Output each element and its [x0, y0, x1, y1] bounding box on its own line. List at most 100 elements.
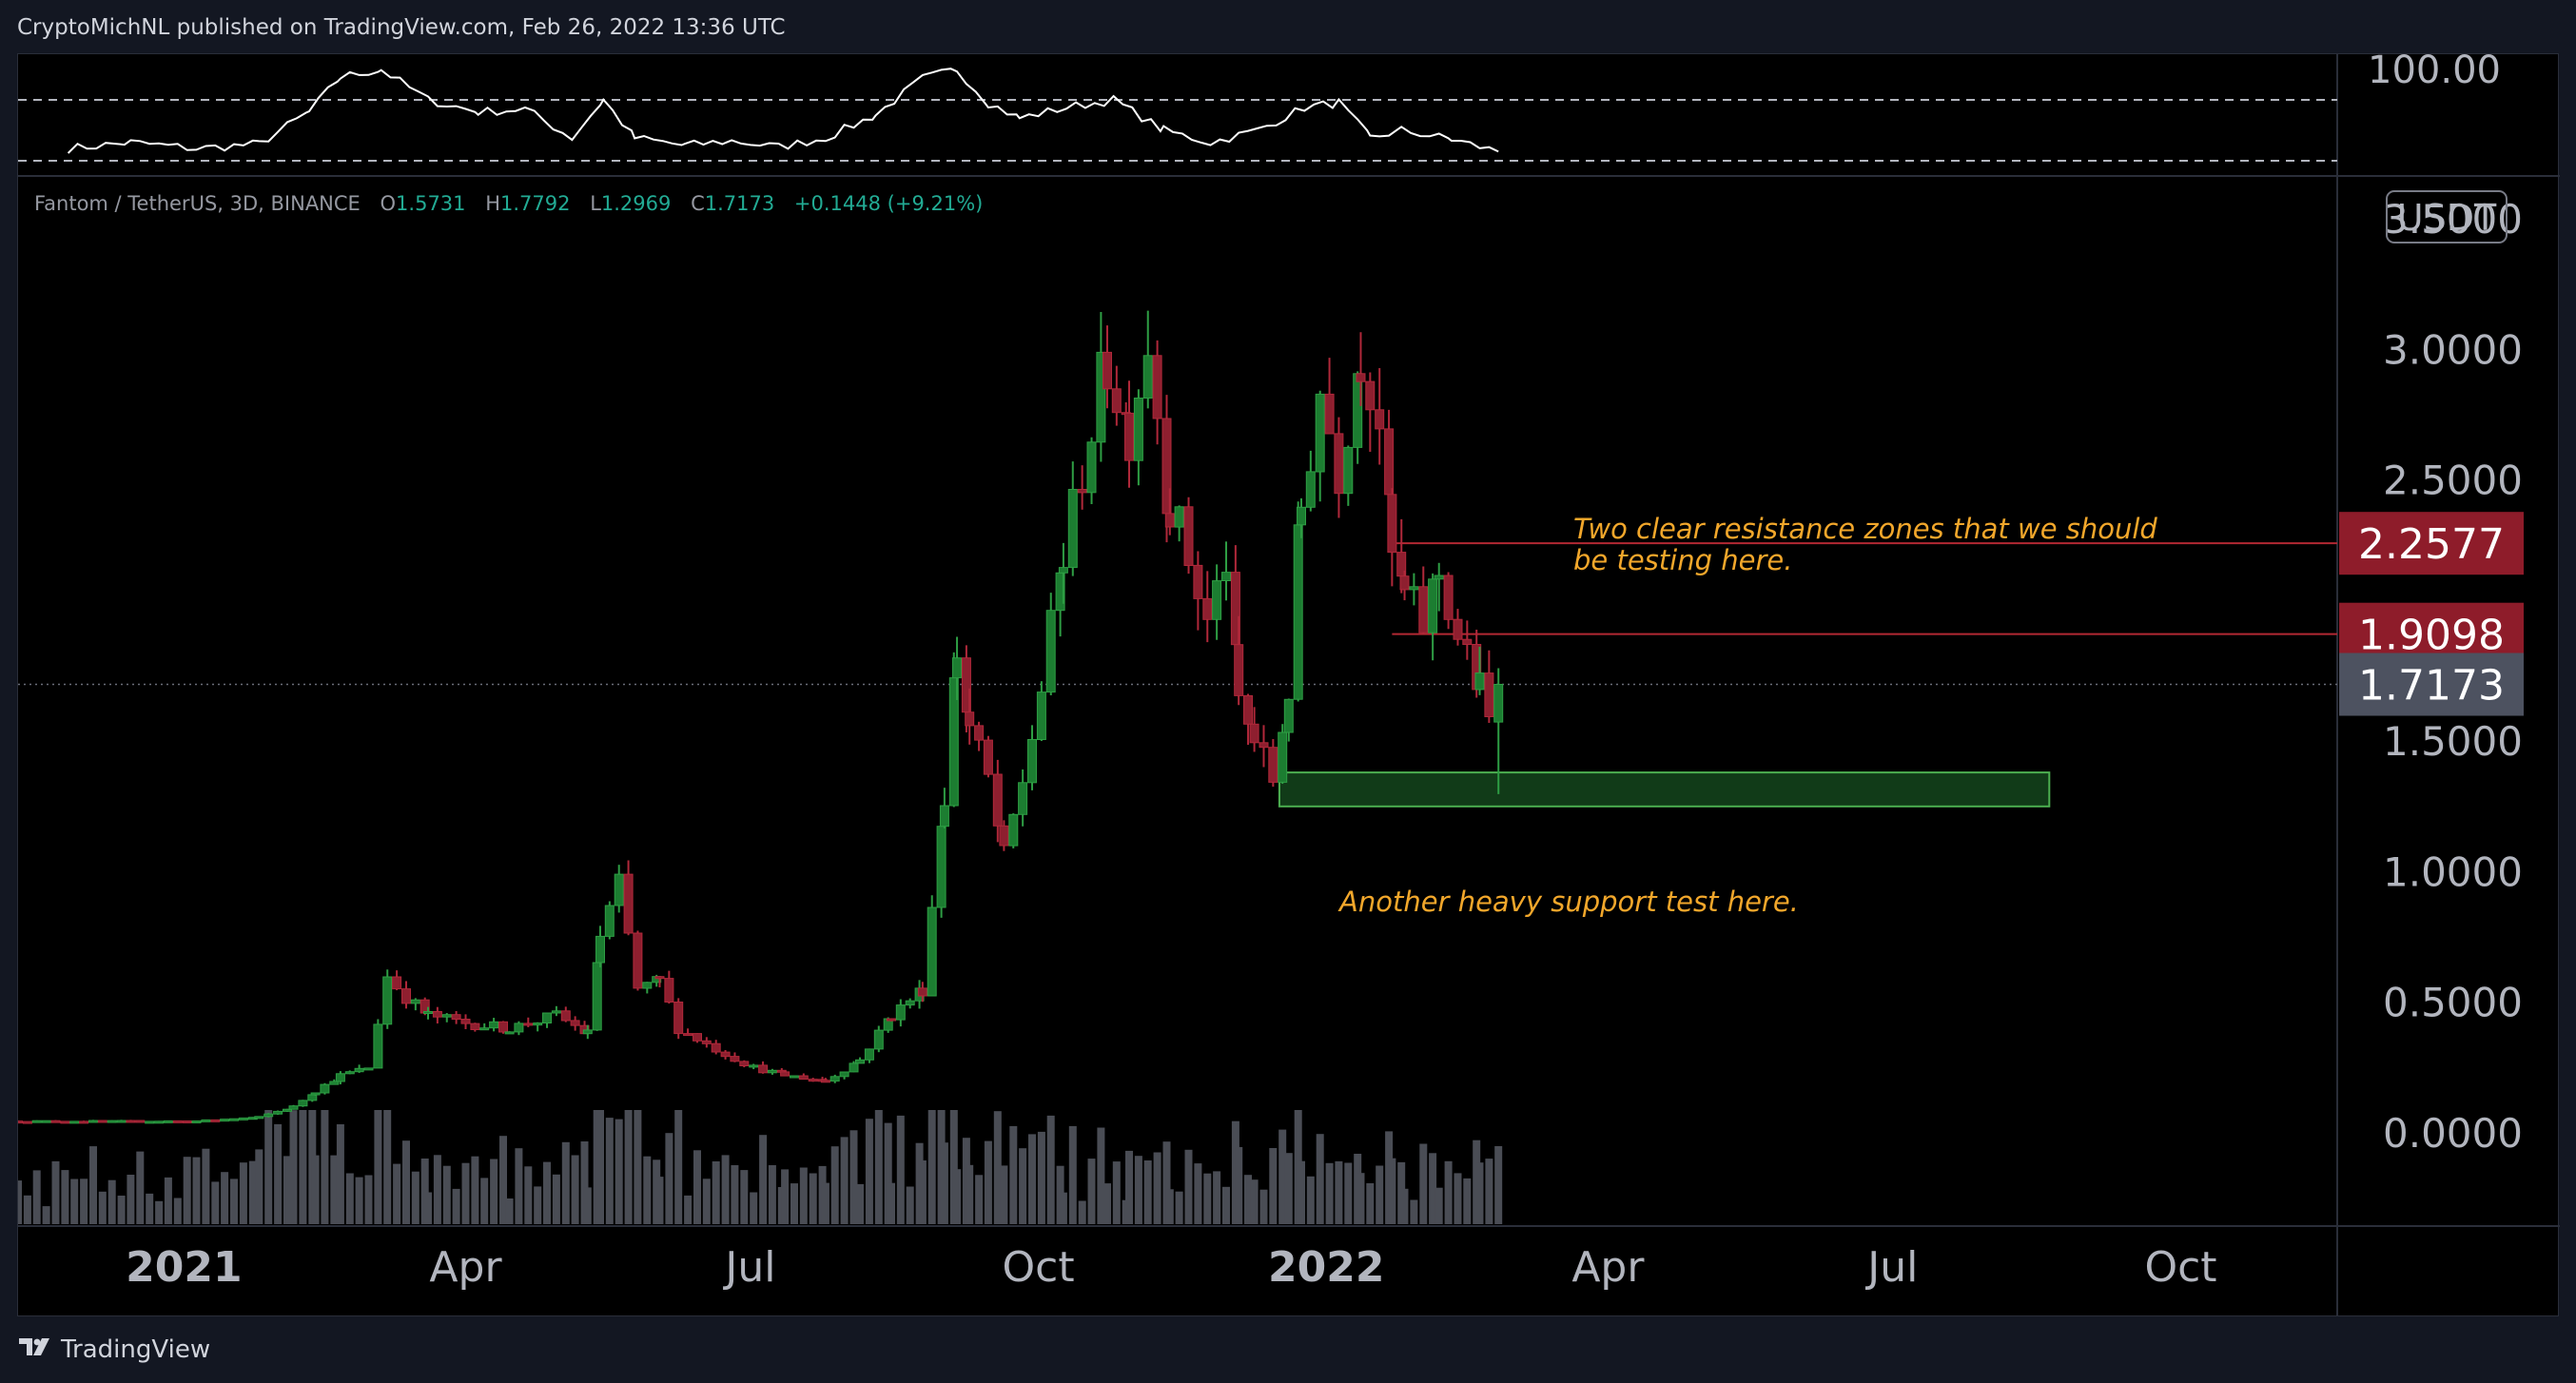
candle-body[interactable] — [1008, 813, 1019, 847]
candle-body[interactable] — [1036, 692, 1046, 740]
candle-body[interactable] — [614, 873, 624, 906]
candle-body[interactable] — [1343, 446, 1354, 495]
candle-body[interactable] — [288, 1105, 299, 1110]
candle-body[interactable] — [1164, 513, 1175, 528]
support-zone[interactable] — [1278, 771, 2051, 808]
candle-body[interactable] — [1297, 506, 1306, 526]
tradingview-brand[interactable]: TradingView — [61, 1335, 211, 1364]
candle-body[interactable] — [623, 873, 634, 934]
candle-body[interactable] — [163, 1120, 173, 1123]
unit-selector[interactable] — [2386, 190, 2508, 243]
chart-canvas[interactable]: 100.00 3.5000 3.0000 2.5000 1.5000 1.0000 0.50… — [13, 49, 2560, 1317]
candle-body[interactable] — [749, 1064, 759, 1068]
candle-body[interactable] — [701, 1040, 712, 1044]
candle-body[interactable] — [873, 1029, 884, 1050]
candle-body[interactable] — [592, 962, 602, 1031]
candle-body[interactable] — [839, 1071, 849, 1078]
candle-body[interactable] — [604, 905, 615, 937]
candle-body[interactable] — [1077, 489, 1087, 494]
candle-body[interactable] — [1409, 586, 1419, 591]
candle-body[interactable] — [711, 1042, 721, 1053]
candle-body[interactable] — [570, 1020, 580, 1026]
candle-body[interactable] — [441, 1014, 452, 1018]
candle-body[interactable] — [1453, 618, 1463, 640]
candle-body[interactable] — [220, 1119, 230, 1122]
candle-body[interactable] — [939, 805, 949, 828]
candle-body[interactable] — [1356, 373, 1366, 382]
candle-body[interactable] — [1243, 694, 1253, 725]
candle-body[interactable] — [720, 1051, 731, 1058]
candle-body[interactable] — [1124, 412, 1134, 461]
candle-body[interactable] — [363, 1067, 374, 1071]
candle-body[interactable] — [1249, 723, 1259, 744]
candle-body[interactable] — [1474, 672, 1485, 691]
candle-body[interactable] — [1278, 731, 1288, 783]
candle-body[interactable] — [1234, 644, 1244, 696]
candle-body[interactable] — [1387, 494, 1397, 554]
candle-body[interactable] — [1293, 524, 1303, 700]
candle-body[interactable] — [917, 987, 927, 997]
candle-body[interactable] — [1045, 610, 1056, 693]
candle-body[interactable] — [432, 1011, 442, 1018]
candle-body[interactable] — [1027, 739, 1037, 784]
candle-body[interactable] — [1152, 355, 1162, 419]
candle-body[interactable] — [451, 1014, 461, 1021]
candle-body[interactable] — [1067, 489, 1078, 569]
candle-body[interactable] — [965, 711, 975, 727]
candle-body[interactable] — [1193, 564, 1203, 599]
candle-body[interactable] — [523, 1023, 534, 1026]
candle-body[interactable] — [116, 1120, 127, 1123]
tradingview-logo-icon[interactable] — [19, 1335, 53, 1364]
candle-body[interactable] — [423, 1011, 433, 1014]
candle-body[interactable] — [895, 1004, 906, 1021]
candle-body[interactable] — [69, 1120, 80, 1124]
candle-body[interactable] — [927, 906, 937, 997]
candle-body[interactable] — [335, 1073, 345, 1082]
candle-body[interactable] — [1443, 575, 1454, 620]
candle-body[interactable] — [790, 1075, 799, 1079]
candle-body[interactable] — [1334, 433, 1344, 495]
candle-body[interactable] — [470, 1023, 480, 1030]
candle-body[interactable] — [310, 1092, 321, 1096]
candle-body[interactable] — [808, 1079, 818, 1082]
candle-body[interactable] — [60, 1120, 70, 1124]
candle-body[interactable] — [1305, 471, 1316, 508]
candle-body[interactable] — [1142, 355, 1153, 399]
candle-body[interactable] — [329, 1081, 340, 1085]
candle-body[interactable] — [79, 1120, 89, 1124]
candle-body[interactable] — [1399, 575, 1410, 591]
candle-body[interactable] — [1324, 393, 1335, 435]
candle-body[interactable] — [767, 1069, 777, 1074]
candle-body[interactable] — [820, 1080, 830, 1083]
candle-body[interactable] — [320, 1083, 330, 1094]
candle-body[interactable] — [1103, 351, 1112, 390]
candle-body[interactable] — [273, 1110, 283, 1115]
candle-body[interactable] — [1462, 638, 1473, 646]
candle-body[interactable] — [298, 1100, 308, 1107]
candle-body[interactable] — [1058, 567, 1068, 574]
candle-body[interactable] — [145, 1120, 155, 1124]
candle-body[interactable] — [582, 1029, 593, 1035]
candle-body[interactable] — [1315, 393, 1325, 473]
candle-body[interactable] — [673, 1002, 684, 1035]
candle-body[interactable] — [1174, 506, 1184, 528]
candle-body[interactable] — [1493, 684, 1504, 723]
candle-body[interactable] — [974, 725, 985, 741]
candle-body[interactable] — [829, 1076, 840, 1082]
candle-body[interactable] — [992, 773, 1003, 827]
candle-body[interactable] — [1259, 742, 1269, 749]
candle-body[interactable] — [498, 1021, 508, 1033]
candle-body[interactable] — [560, 1010, 571, 1022]
candle-body[interactable] — [999, 825, 1009, 847]
candle-body[interactable] — [642, 982, 653, 989]
candle-body[interactable] — [126, 1120, 136, 1123]
candle-body[interactable] — [13, 1120, 23, 1124]
candle-body[interactable] — [983, 739, 993, 775]
candle-body[interactable] — [210, 1119, 221, 1122]
candle-body[interactable] — [1221, 572, 1231, 581]
chart-frame[interactable]: 100.00 3.5000 3.0000 2.5000 1.5000 1.0000 0.50… — [13, 49, 2560, 1317]
candle-body[interactable] — [172, 1120, 183, 1123]
candle-body[interactable] — [354, 1067, 364, 1073]
candle-body[interactable] — [1096, 351, 1106, 443]
candle-body[interactable] — [936, 826, 946, 908]
